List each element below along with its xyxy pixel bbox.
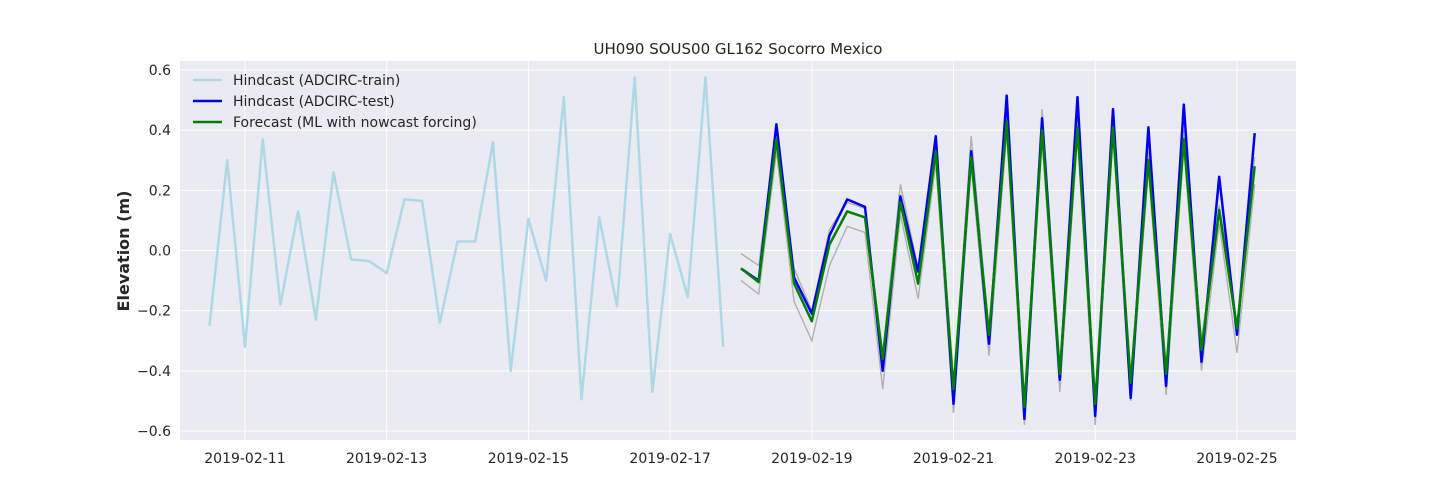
x-tick-label: 2019-02-17 [629, 451, 710, 467]
x-tick-label: 2019-02-15 [488, 451, 569, 467]
y-tick-label: −0.6 [137, 424, 171, 440]
forecast-series-line [740, 119, 1256, 409]
x-tick-labels: 2019-02-11 2019-02-13 2019-02-15 2019-02-17… [204, 451, 1277, 467]
y-tick-label: 0.2 [149, 183, 171, 199]
legend-label: Hindcast (ADCIRC-test) [233, 94, 395, 110]
x-tick-label: 2019-02-21 [913, 451, 994, 467]
y-tick-label: 0.4 [149, 123, 171, 139]
x-tick-label: 2019-02-25 [1196, 451, 1277, 467]
x-tick-label: 2019-02-19 [771, 451, 852, 467]
train-series-line [208, 76, 725, 401]
legend: Hindcast (ADCIRC-train) Hindcast (ADCIRC-… [193, 73, 477, 131]
y-tick-label: −0.2 [137, 304, 171, 320]
x-tick-label: 2019-02-11 [204, 451, 285, 467]
legend-label: Hindcast (ADCIRC-train) [233, 73, 400, 89]
chart-title: UH090 SOUS00 GL162 Socorro Mexico [594, 40, 883, 58]
x-tick-label: 2019-02-23 [1055, 451, 1136, 467]
x-tick-label: 2019-02-13 [346, 451, 427, 467]
y-tick-label: 0.6 [149, 63, 171, 79]
y-tick-labels: 0.6 0.4 0.2 0.0 −0.2 −0.4 −0.6 [137, 63, 171, 440]
legend-label: Forecast (ML with nowcast forcing) [233, 115, 477, 131]
y-axis-label: Elevation (m) [114, 191, 133, 312]
series-lines [208, 76, 1256, 421]
y-tick-label: 0.0 [149, 244, 171, 260]
y-tick-label: −0.4 [137, 364, 171, 380]
